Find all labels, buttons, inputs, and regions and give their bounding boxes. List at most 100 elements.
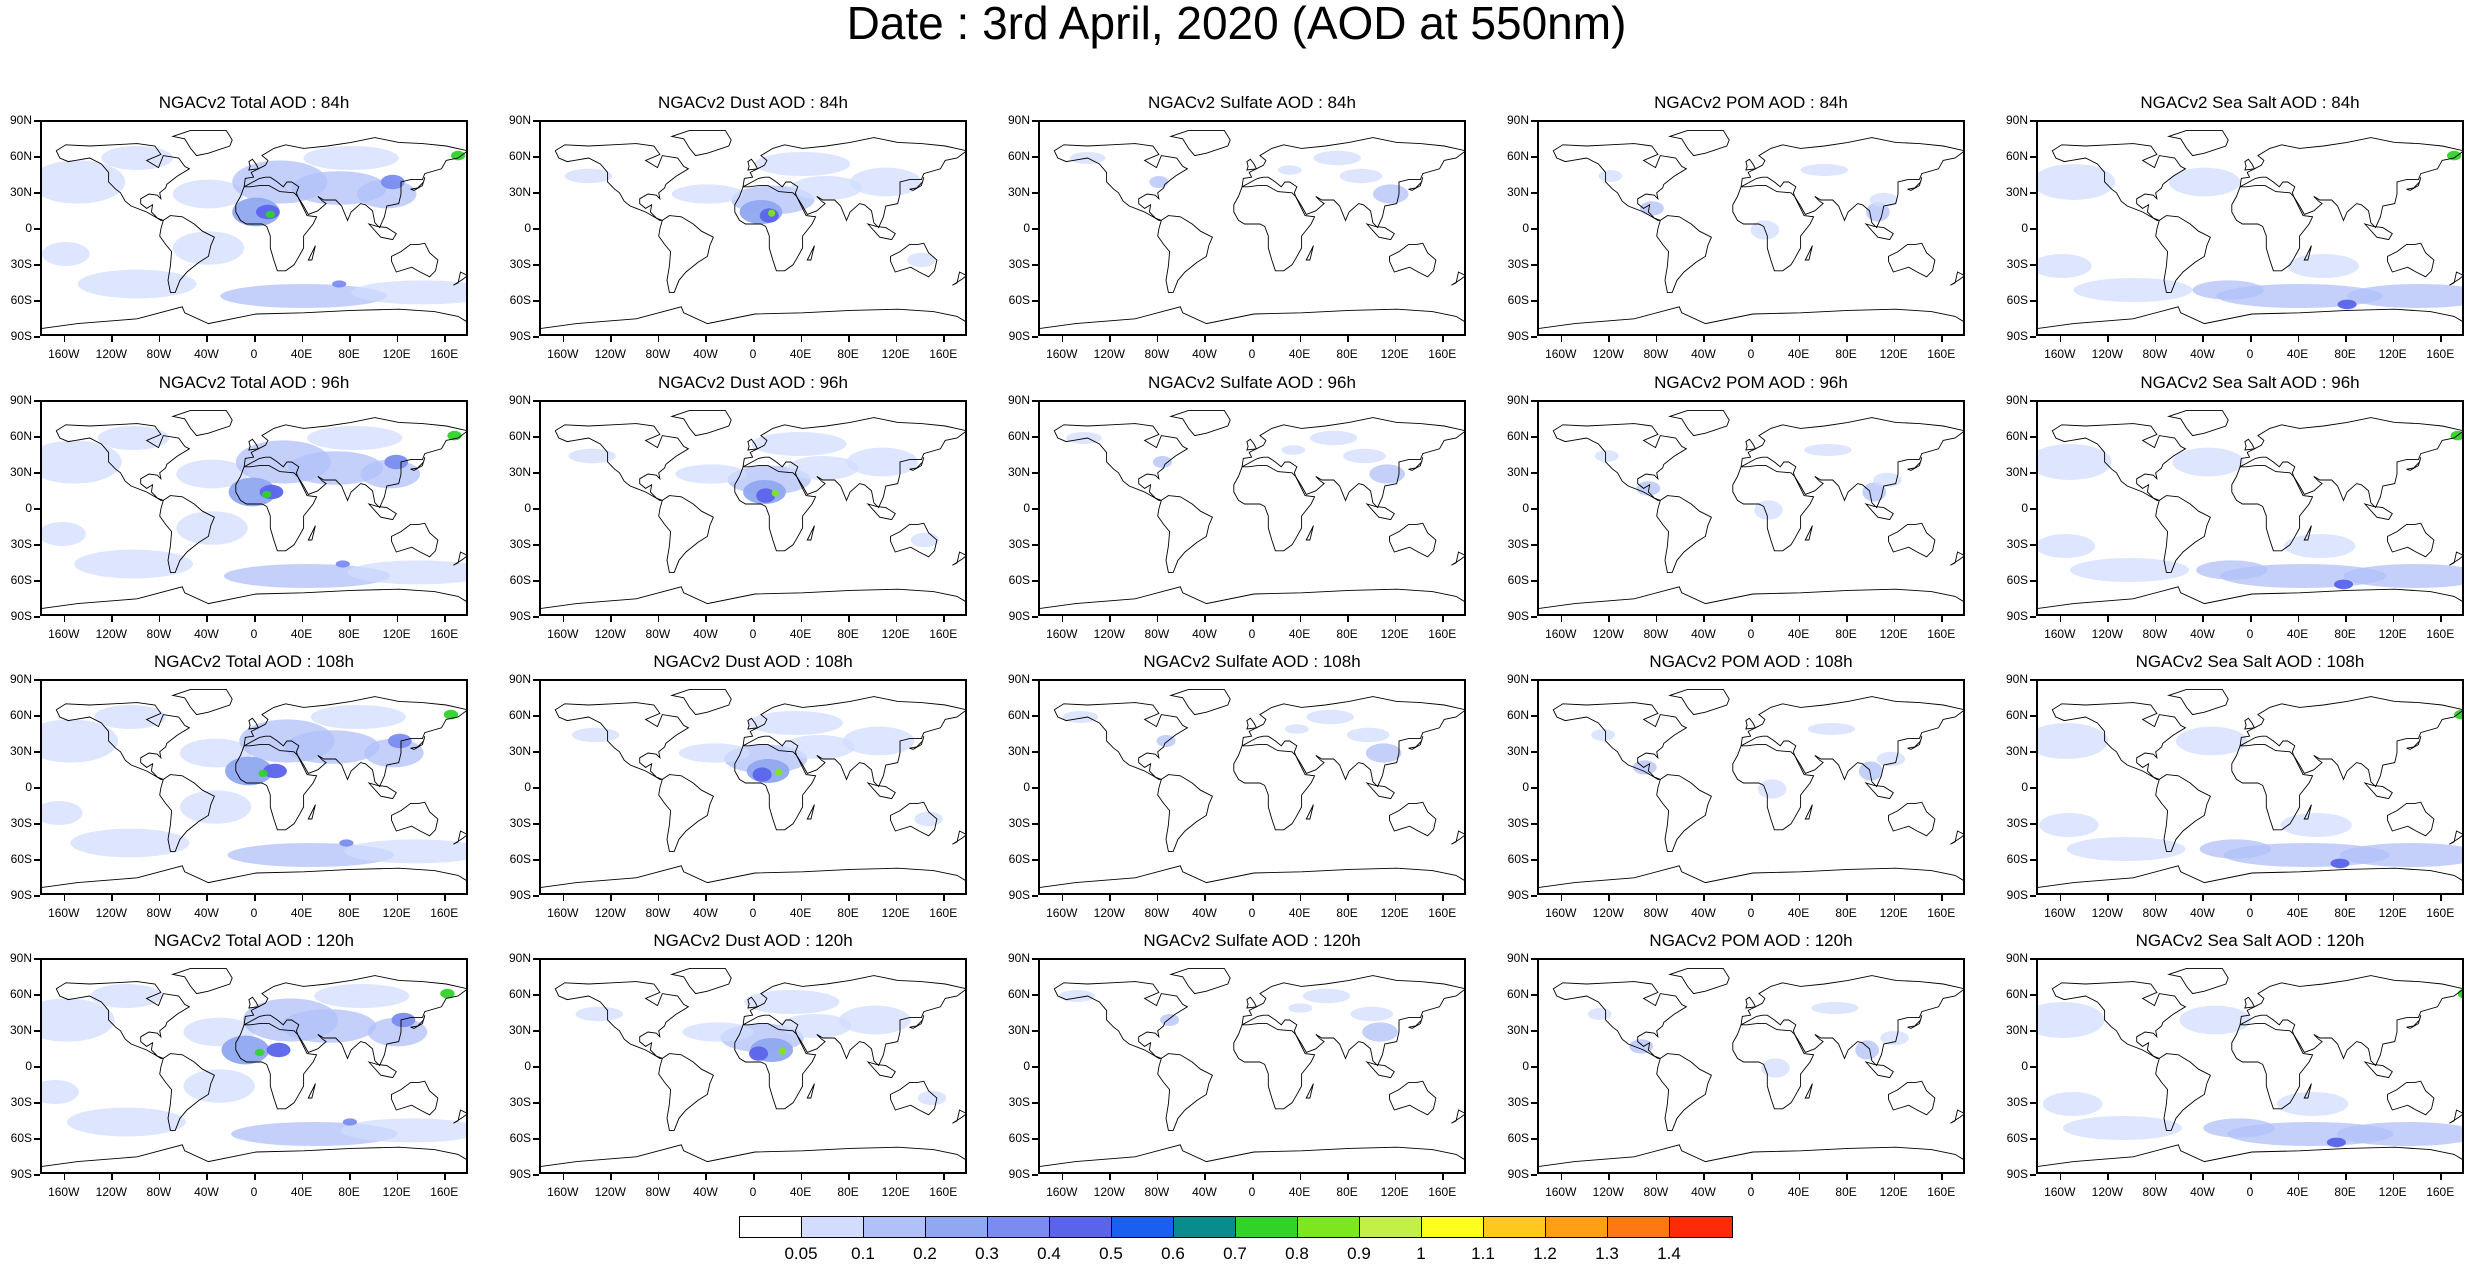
lon-label: 80W <box>1643 1185 1669 1199</box>
lat-tick <box>533 120 539 122</box>
lon-tick <box>1608 1174 1610 1180</box>
lon-tick <box>848 616 850 622</box>
antarctica-coastline <box>2038 1144 2462 1167</box>
colorbar-swatch <box>988 1217 1050 1237</box>
antarctica-coastline <box>42 306 466 329</box>
aod-blob <box>2287 254 2359 278</box>
coastline <box>1804 804 1813 820</box>
lat-label: 30S <box>1008 257 1030 271</box>
lon-label: 120W <box>2091 906 2123 920</box>
lon-label: 160E <box>430 1185 459 1199</box>
aod-blob <box>2199 839 2272 859</box>
lat-tick <box>2030 994 2036 996</box>
aod-blob <box>1288 1003 1313 1013</box>
lon-label: 80W <box>645 627 671 641</box>
lon-label: 40E <box>789 906 812 920</box>
coastline <box>1305 245 1314 261</box>
lon-label: 80E <box>837 347 859 361</box>
lon-label: 0 <box>250 347 258 361</box>
coastline <box>952 271 965 286</box>
coastline <box>1451 271 1464 286</box>
lon-tick <box>943 1174 945 1180</box>
coastline <box>1656 1053 1712 1131</box>
lat-label: 60N <box>1506 987 1529 1001</box>
coastline <box>1804 525 1813 541</box>
aod-blob <box>779 1014 852 1038</box>
aod-map <box>2038 967 2462 1167</box>
lat-tick <box>34 436 40 438</box>
lon-tick <box>111 1174 113 1180</box>
aod-blob <box>2038 444 2112 480</box>
lon-tick <box>2392 895 2395 901</box>
lon-label: 80E <box>1835 906 1857 920</box>
lon-label: 80W <box>2142 627 2168 641</box>
lat-tick <box>533 1030 539 1032</box>
lat-label: 90N <box>1506 393 1529 407</box>
lat-label: 90N <box>1007 951 1030 965</box>
lon-tick <box>444 1174 446 1180</box>
coastline <box>747 996 759 1009</box>
coastline <box>248 158 260 171</box>
aod-blob <box>564 168 613 184</box>
aod-blob <box>2073 278 2193 302</box>
lon-label: 160W <box>2044 1185 2076 1199</box>
aod-blob <box>1587 1008 1612 1020</box>
lat-tick <box>1531 472 1537 474</box>
lat-label: 90S <box>509 888 531 902</box>
lat-label: 30S <box>10 537 32 551</box>
lon-label: 120E <box>2378 906 2407 920</box>
lon-label: 80W <box>1144 347 1170 361</box>
aod-map <box>1040 129 1464 329</box>
lon-tick <box>1156 336 1159 342</box>
lat-tick <box>1531 192 1537 194</box>
lat-tick <box>34 544 40 546</box>
lat-tick <box>1531 336 1537 338</box>
aod-blob <box>1811 1002 1859 1014</box>
lon-label: 80W <box>645 1185 671 1199</box>
coastline <box>2051 702 2187 780</box>
panel-title: NGACv2 Sulfate AOD : 96h <box>1148 373 1356 392</box>
lat-tick <box>2030 751 2036 753</box>
aod-blob <box>2038 1002 2105 1038</box>
aod-blob <box>2038 254 2092 278</box>
lon-tick <box>657 1174 660 1180</box>
lon-label: 40E <box>290 347 313 361</box>
coastline <box>2167 129 2229 157</box>
aod-blob <box>2038 534 2096 558</box>
panel-title: NGACv2 Sulfate AOD : 120h <box>1143 931 1361 950</box>
aod-blob <box>172 231 245 265</box>
lat-tick <box>2030 264 2036 266</box>
coastline <box>866 782 896 800</box>
aod-blob <box>2347 284 2462 308</box>
lon-label: 160W <box>48 627 80 641</box>
lon-label: 0 <box>1248 1185 1256 1199</box>
coastline <box>670 967 732 995</box>
lon-label: 120W <box>594 906 626 920</box>
lon-tick <box>2107 1174 2109 1180</box>
lon-label: 120E <box>382 1185 411 1199</box>
lat-label: 0 <box>1522 780 1529 794</box>
lon-label: 120W <box>1093 906 1125 920</box>
lon-label: 120E <box>1380 627 1409 641</box>
lon-tick <box>657 895 660 901</box>
coastline <box>410 457 426 471</box>
lon-label: 80E <box>338 906 360 920</box>
coastline <box>1365 782 1395 800</box>
lat-label: 90N <box>2005 113 2028 127</box>
lat-tick <box>1032 895 1038 897</box>
aod-blob <box>391 1012 416 1028</box>
lon-tick <box>1061 616 1064 622</box>
lon-label: 40W <box>194 1185 219 1199</box>
aod-blob <box>351 280 466 305</box>
lat-label: 30S <box>2006 1095 2028 1109</box>
aod-blob <box>266 1042 291 1058</box>
lat-label: 60N <box>9 149 32 163</box>
lat-tick <box>1032 1030 1038 1032</box>
lon-label: 160E <box>430 906 459 920</box>
lon-tick <box>1751 336 1753 342</box>
coastline <box>554 143 690 221</box>
lat-tick <box>1032 264 1038 266</box>
lat-label: 30S <box>509 537 531 551</box>
coastline <box>1169 129 1231 157</box>
coastline <box>1169 967 1231 995</box>
